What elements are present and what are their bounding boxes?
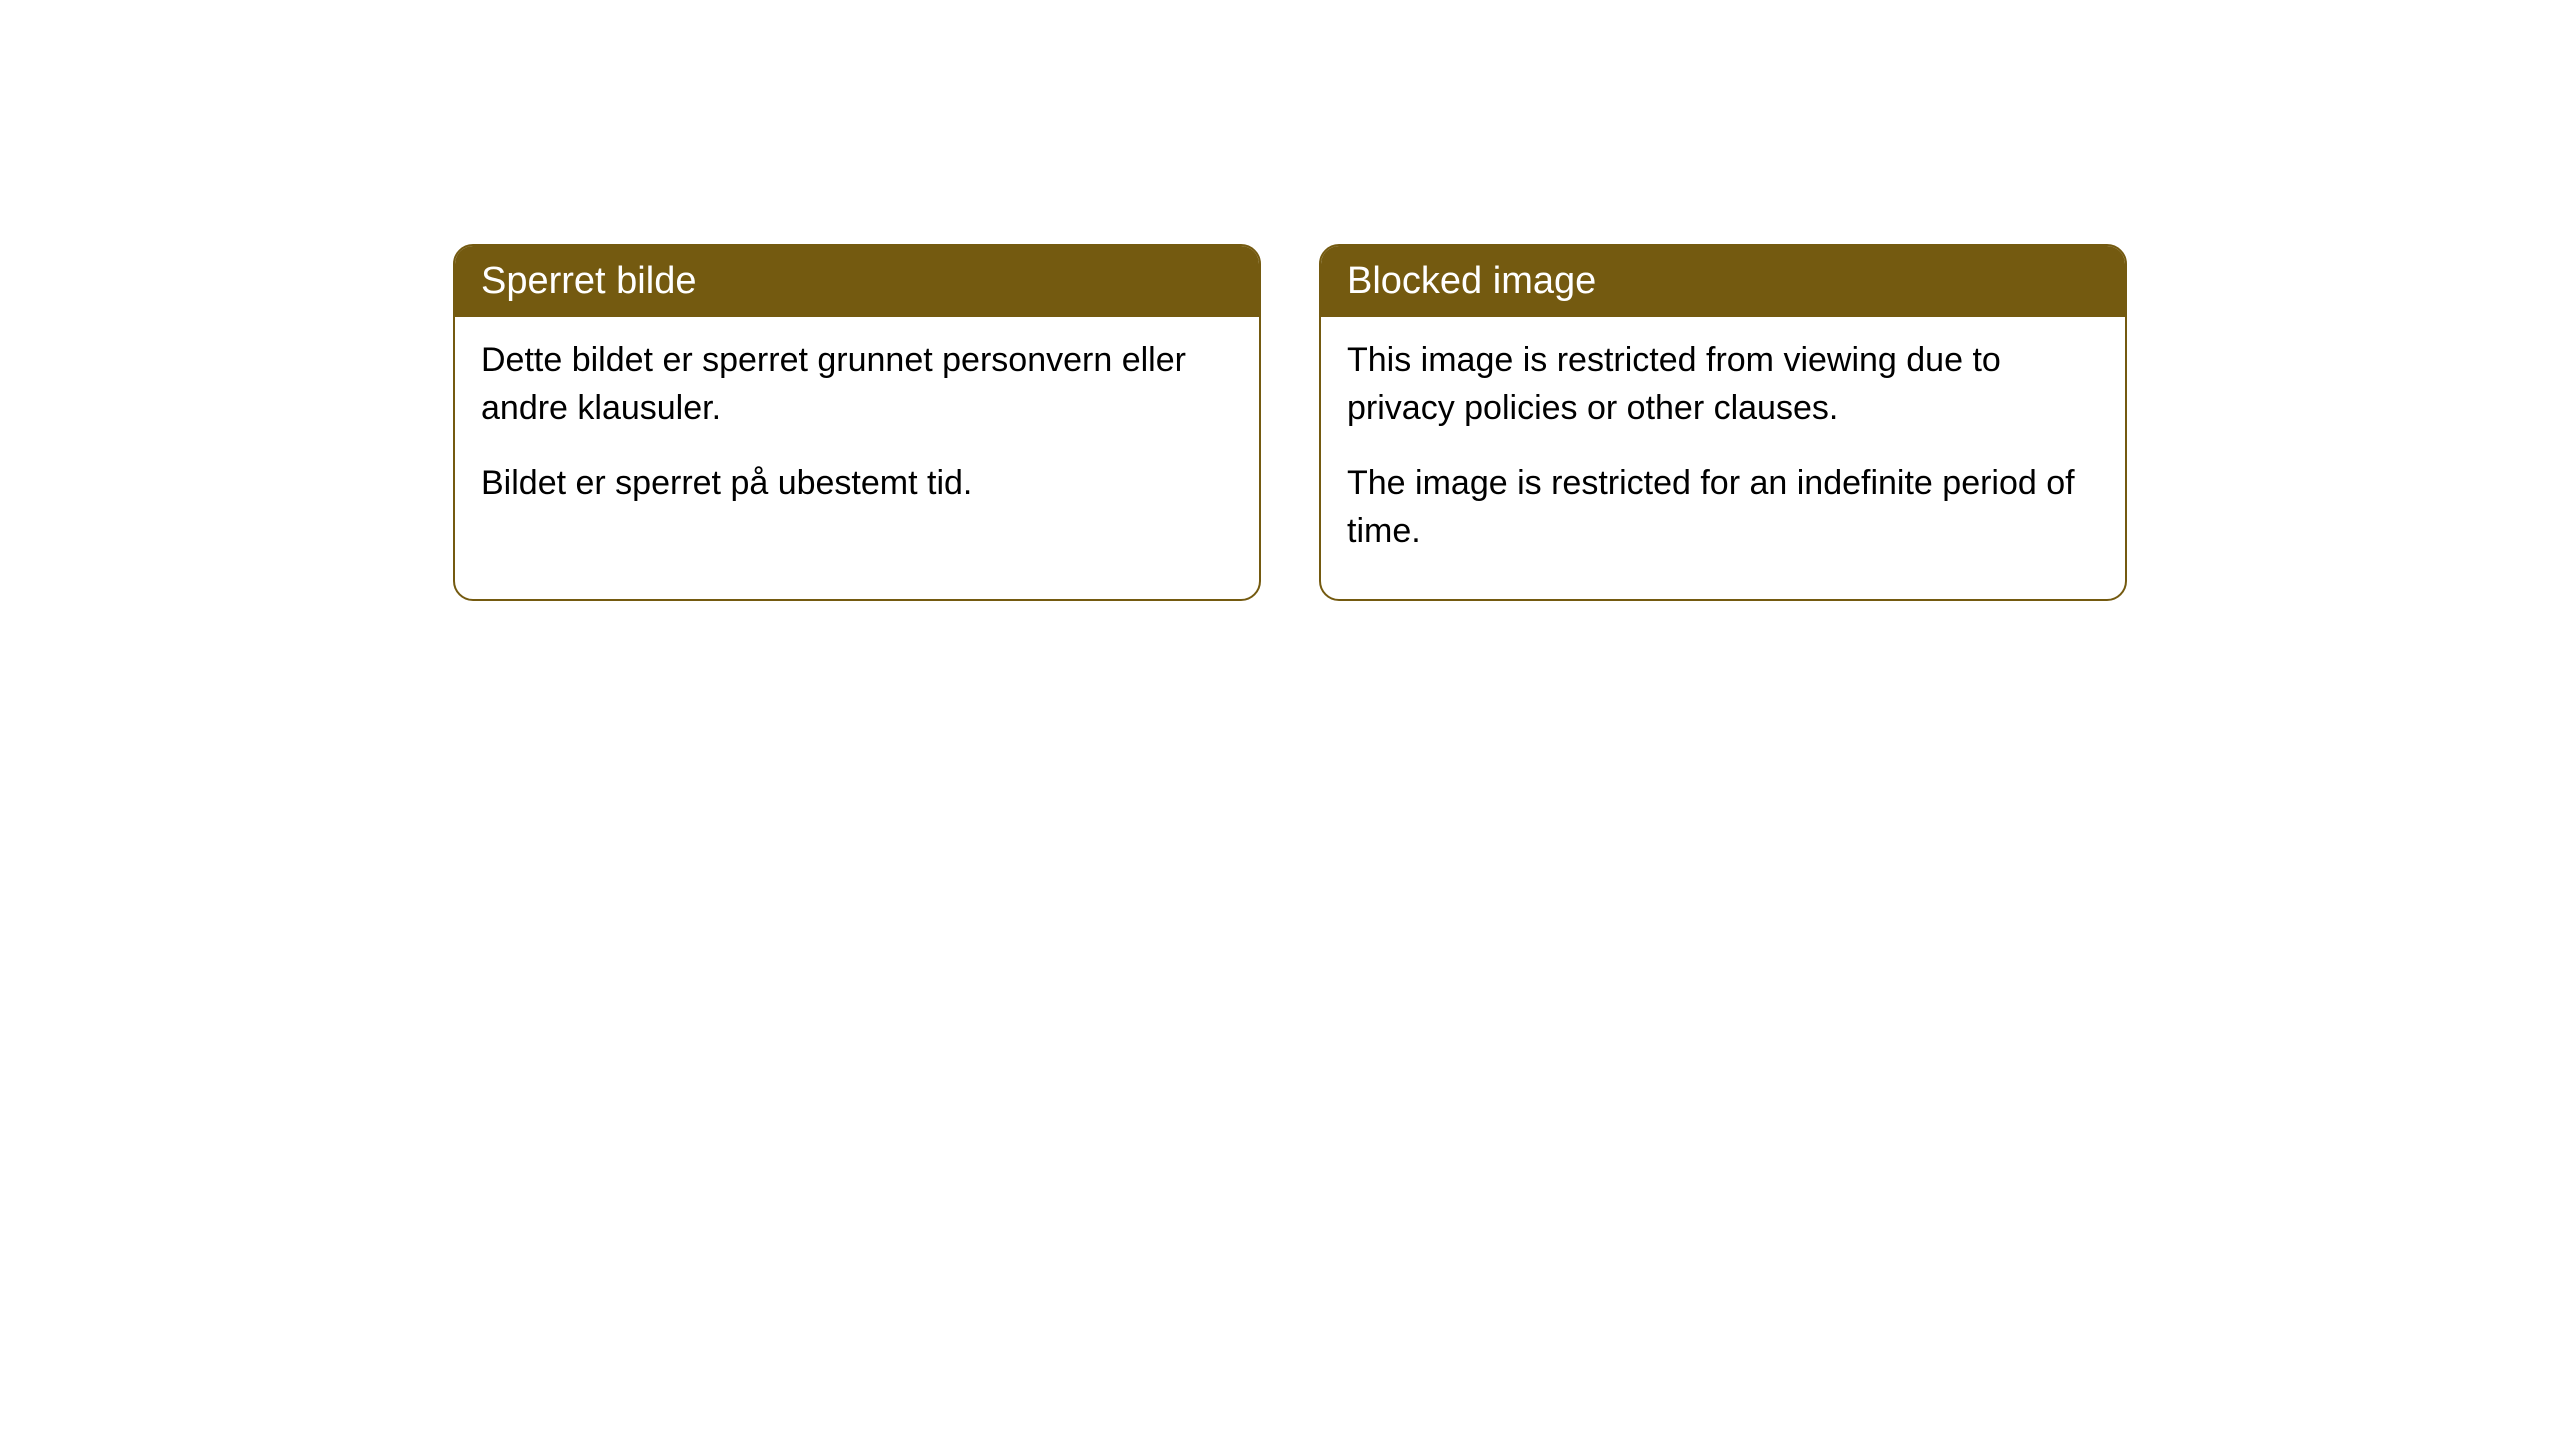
card-paragraph-2: Bildet er sperret på ubestemt tid. [481,460,1233,508]
notice-cards-container: Sperret bilde Dette bildet er sperret gr… [453,244,2127,601]
card-paragraph-1: This image is restricted from viewing du… [1347,337,2099,432]
card-title: Sperret bilde [481,260,696,302]
card-body-english: This image is restricted from viewing du… [1321,317,2125,599]
notice-card-norwegian: Sperret bilde Dette bildet er sperret gr… [453,244,1261,601]
card-paragraph-1: Dette bildet er sperret grunnet personve… [481,337,1233,432]
card-paragraph-2: The image is restricted for an indefinit… [1347,460,2099,555]
card-header-english: Blocked image [1321,246,2125,317]
card-title: Blocked image [1347,260,1596,302]
notice-card-english: Blocked image This image is restricted f… [1319,244,2127,601]
card-body-norwegian: Dette bildet er sperret grunnet personve… [455,317,1259,552]
card-header-norwegian: Sperret bilde [455,246,1259,317]
